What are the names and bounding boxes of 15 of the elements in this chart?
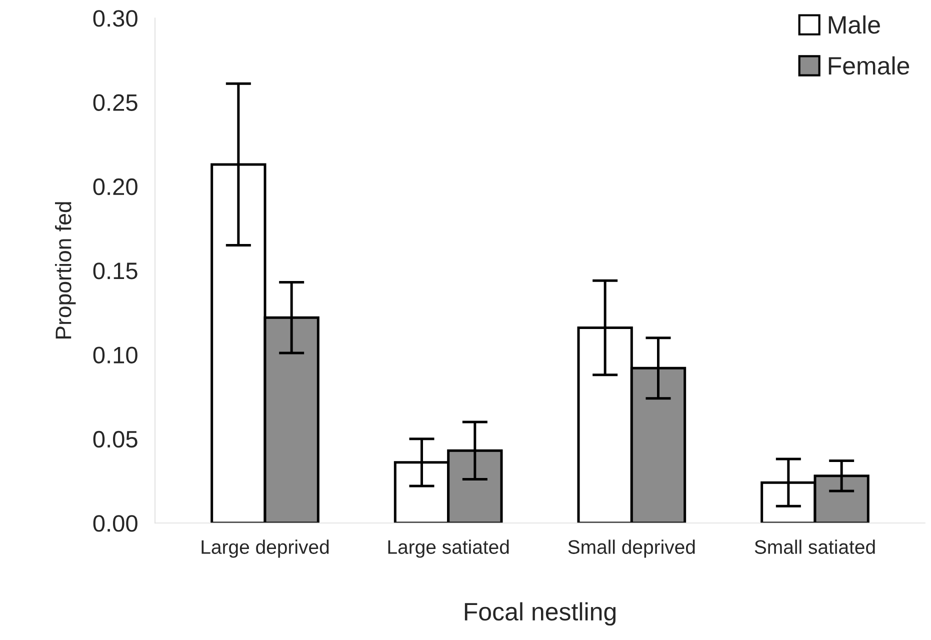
y-tick-label: 0.05 — [93, 430, 138, 448]
x-tick-label: Small deprived — [568, 540, 695, 558]
x-tick-label: Small satiated — [754, 540, 875, 554]
y-tick-label: 0.20 — [93, 178, 138, 196]
legend-label: Male — [828, 15, 880, 34]
y-tick-label: 0.25 — [93, 94, 138, 111]
legend-label: Female — [828, 56, 910, 75]
y-tick-label: 0.30 — [93, 10, 138, 27]
y-tick-label: 0.15 — [93, 262, 138, 280]
x-tick-label: Large deprived — [202, 540, 329, 558]
x-tick-label: Large satiated — [388, 540, 509, 558]
y-axis-title: Proportion fed — [55, 202, 76, 338]
x-axis-title: Focal nestling — [464, 602, 616, 626]
y-tick-label: 0.00 — [93, 515, 138, 532]
y-tick-label: 0.10 — [93, 346, 138, 364]
